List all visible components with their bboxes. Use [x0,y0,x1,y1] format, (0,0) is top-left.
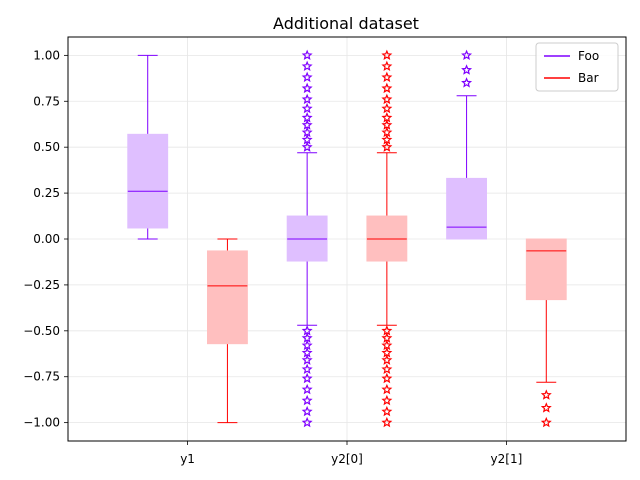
flier-point [381,405,393,417]
x-tick-label: y1 [180,452,195,466]
flier-point [381,354,393,365]
flier-point [381,102,393,114]
flier-point [381,60,393,72]
y-axis: 1.00 0.75 0.50 0.25 0.00 −0.25 −0.50 −0.75 −1.00 [23,48,68,430]
y-tick-label: −0.50 [23,324,60,338]
box-bar-0 [207,238,248,424]
flier-point [301,416,313,428]
flier-point [381,383,393,395]
x-tick-label: y2[0] [331,452,363,466]
box-body [446,177,487,240]
flier-point [301,383,313,395]
flier-point [301,405,313,417]
flier-point [301,126,313,138]
flier-point [381,112,393,123]
flier-point [381,119,393,130]
flier-point [381,126,393,138]
legend: Foo Bar [535,42,619,92]
box-body [127,133,169,229]
flier-point [301,60,313,72]
legend-label-bar: Bar [578,71,599,85]
boxes [127,49,567,428]
box-body [207,250,248,345]
box-body [525,238,567,301]
legend-frame [535,42,619,92]
flier-point [381,363,393,375]
flier-point [381,416,393,428]
flier-point [381,141,393,152]
flier-point [381,71,393,83]
flier-point [301,82,313,94]
legend-label-foo: Foo [578,49,599,63]
box-foo-0 [127,54,169,240]
box-bar-2 [525,238,567,428]
flier-point [381,394,393,406]
flier-point [301,134,313,145]
flier-point [540,416,552,428]
y-tick-label: 0.75 [33,94,60,108]
y-tick-label: −0.25 [23,278,60,292]
flier-point [540,389,552,400]
flier-point [461,77,473,88]
box-foo-1 [286,49,328,428]
flier-point [301,363,313,375]
flier-point [301,112,313,123]
flier-point [301,141,313,152]
x-axis: y1 y2[0] y2[1] [180,441,522,466]
flier-point [381,372,393,384]
y-tick-label: 1.00 [33,48,60,62]
chart-title: Additional dataset [273,14,419,33]
y-tick-label: 0.25 [33,186,60,200]
flier-point [301,93,313,105]
flier-point [461,49,473,61]
flier-point [301,49,313,61]
box-foo-2 [446,49,487,240]
x-tick-label: y2[1] [491,452,523,466]
flier-point [301,102,313,114]
flier-point [381,134,393,145]
flier-point [301,372,313,384]
flier-point [540,402,552,413]
flier-point [301,354,313,365]
flier-point [461,64,473,75]
flier-point [381,93,393,105]
flier-point [301,394,313,406]
flier-point [381,49,393,61]
box-bar-1 [366,49,408,428]
y-tick-label: −0.75 [23,370,60,384]
flier-point [381,82,393,94]
flier-point [301,119,313,130]
y-tick-label: 0.00 [33,232,60,246]
y-tick-label: 0.50 [33,140,60,154]
flier-point [301,71,313,83]
y-tick-label: −1.00 [23,416,60,430]
